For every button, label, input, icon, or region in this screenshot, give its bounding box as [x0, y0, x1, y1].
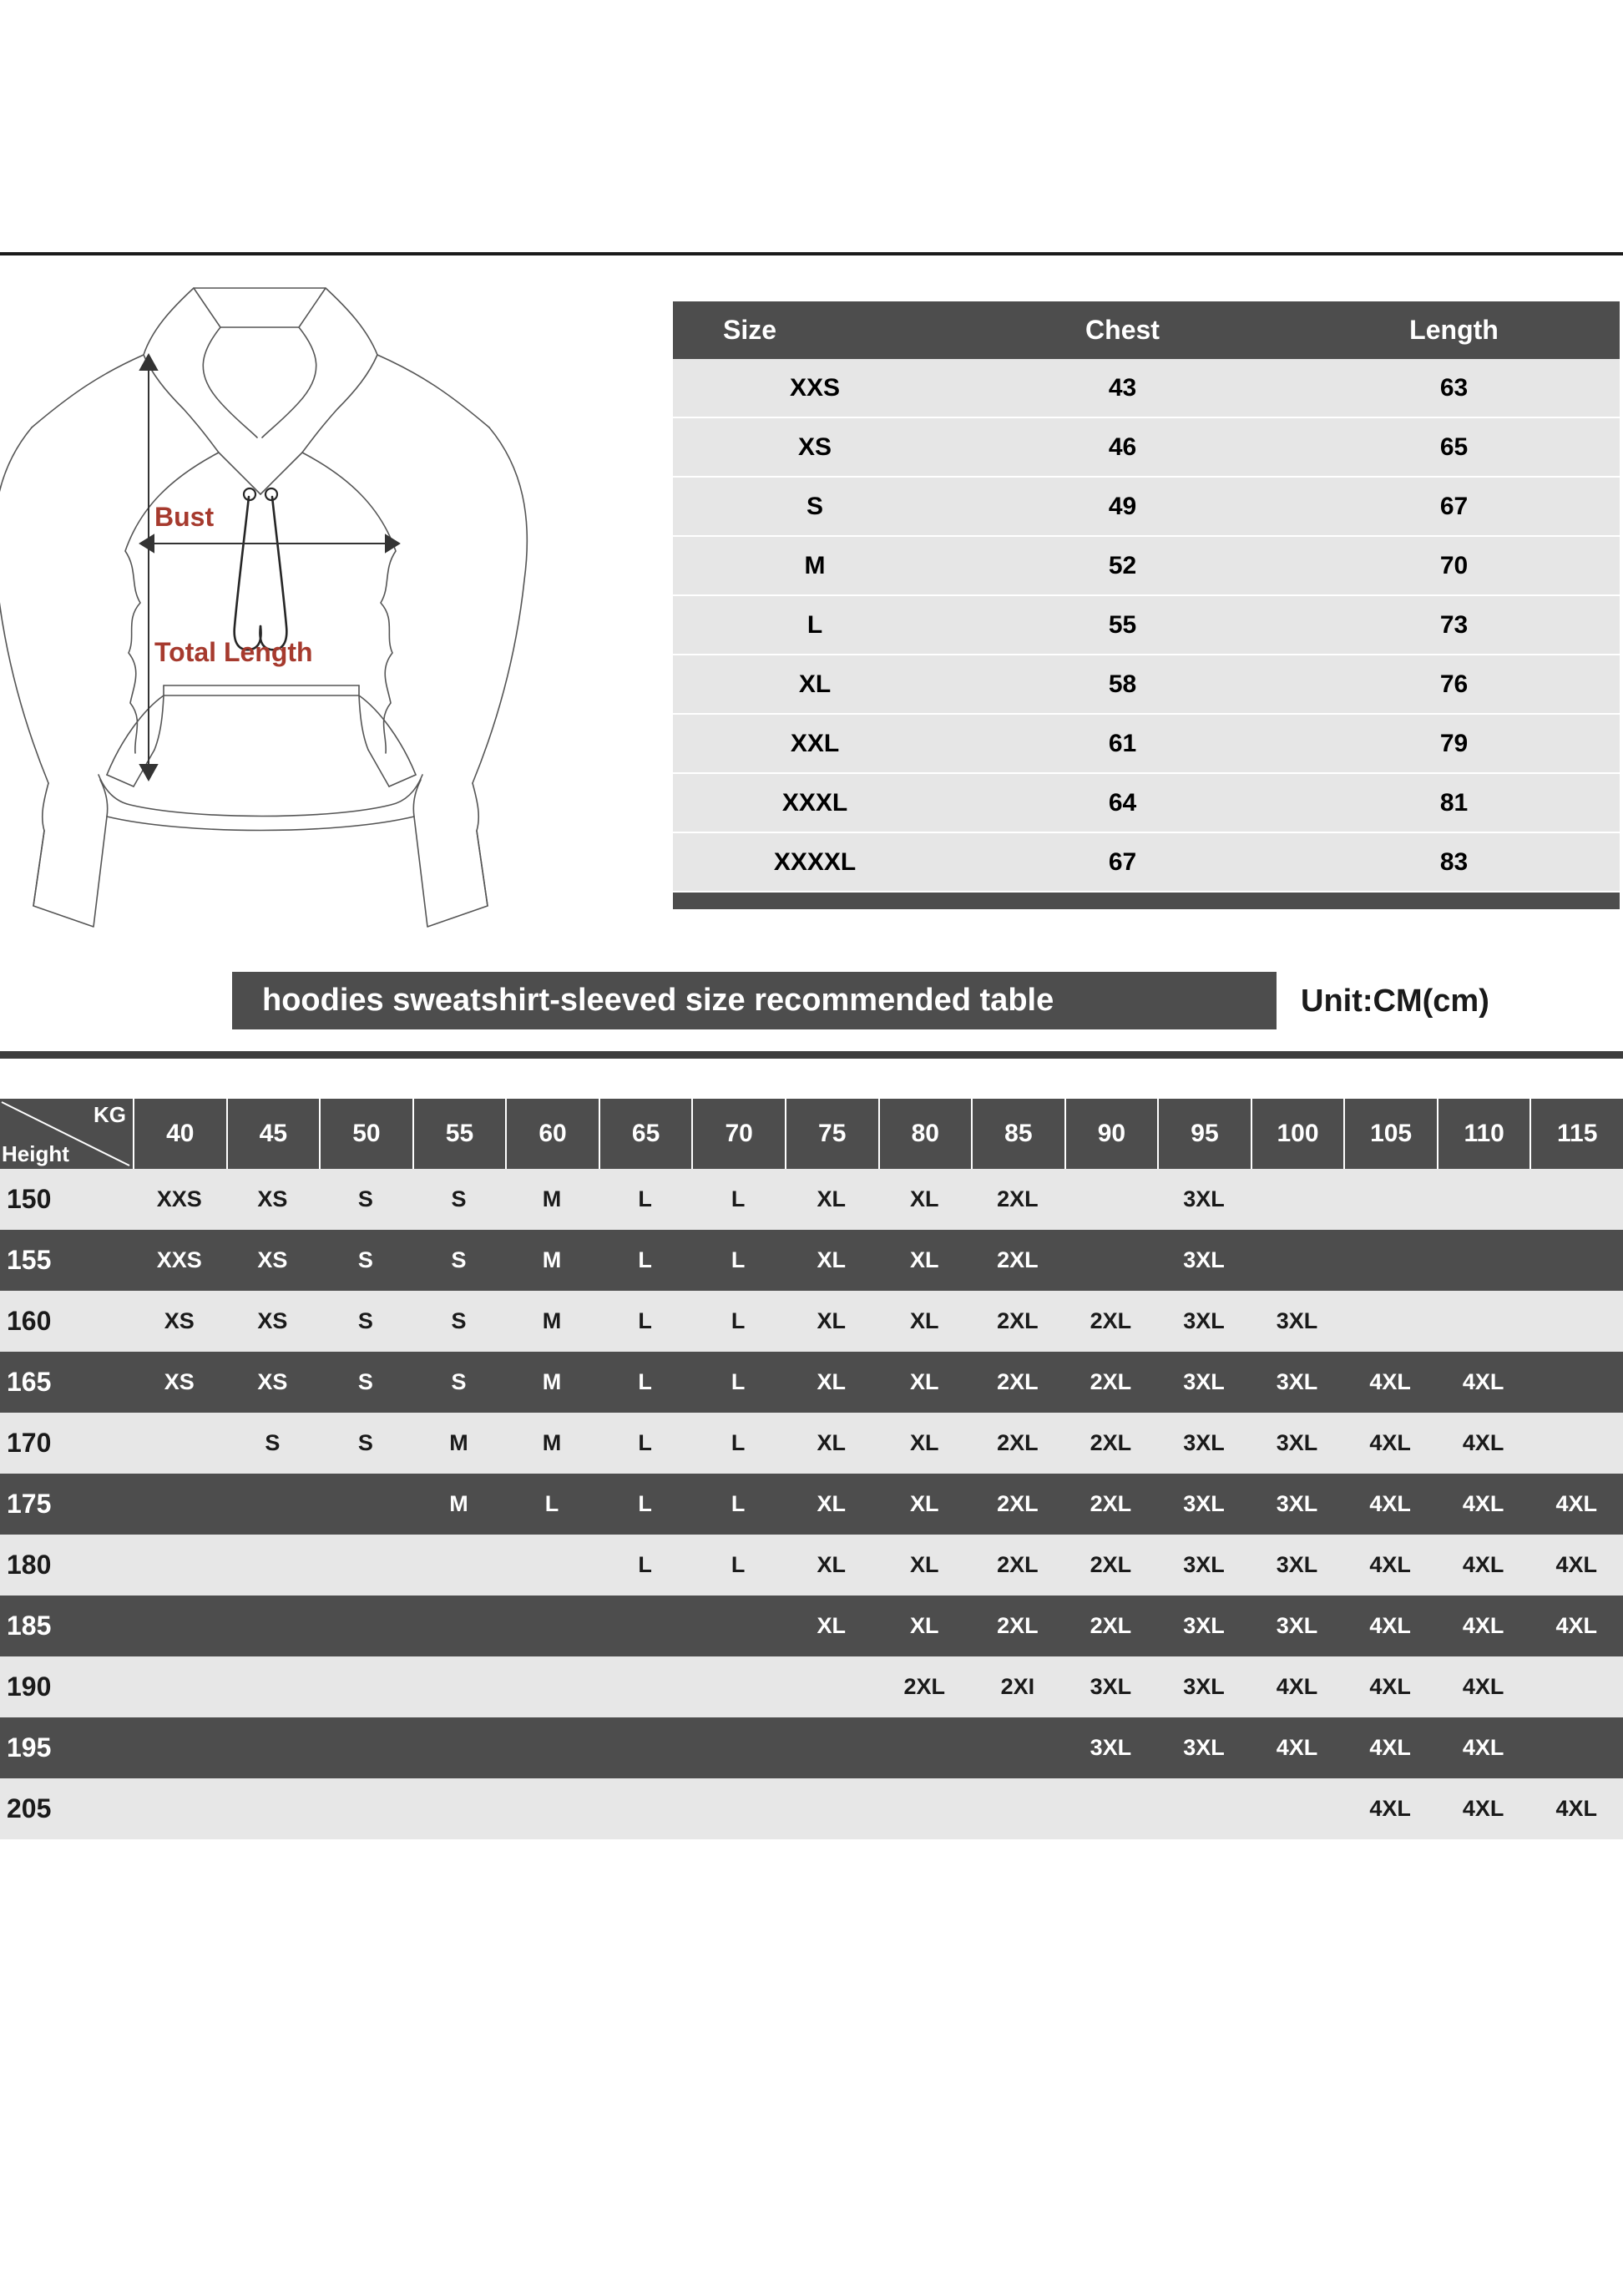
svg-text:Bust: Bust — [154, 502, 214, 532]
svg-text:Total Length: Total Length — [154, 637, 313, 667]
